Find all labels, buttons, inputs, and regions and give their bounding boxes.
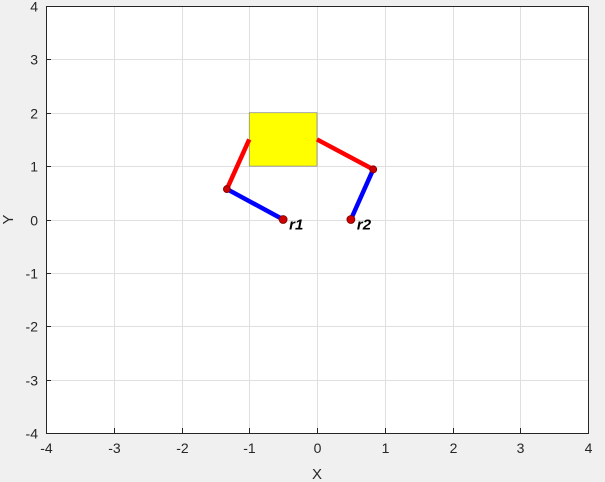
object-layer [248, 112, 318, 167]
x-tick-label: 3 [517, 440, 525, 456]
y-tick-label: 4 [30, 0, 38, 15]
y-tick-label: 1 [30, 159, 38, 175]
x-axis-label: X [312, 466, 322, 482]
axis-ticks: -4 -3 -2 -1 0 1 2 3 4 -4 -3 -2 -1 0 1 2 3 4 [26, 0, 593, 456]
object-square [248, 112, 318, 167]
x-tick-label: 4 [585, 440, 593, 456]
robot-layer: r1 r2 [222, 137, 378, 234]
robot-r1-link2 [224, 138, 252, 191]
robot-r1-label: r1 [289, 217, 303, 234]
robot-r2-link2 [315, 137, 375, 172]
robot-r1-elbow-joint [222, 185, 231, 193]
y-tick-label: 0 [30, 213, 38, 229]
y-tick-label: 2 [30, 106, 38, 122]
robot-r1-base-joint [278, 215, 288, 224]
y-tick-label: -4 [26, 426, 39, 442]
robot-r2-link1 [348, 168, 376, 221]
x-tick-label: -3 [108, 440, 121, 456]
y-tick-label: -2 [26, 319, 39, 335]
robot-r1: r1 [222, 138, 303, 234]
x-tick-label: -1 [243, 440, 256, 456]
x-tick-label: -2 [176, 440, 189, 456]
x-tick-label: 1 [382, 440, 390, 456]
robot-r2-base-joint [346, 215, 356, 224]
robot-r2-elbow-joint [369, 165, 378, 174]
y-tick-label: -3 [26, 373, 39, 389]
y-tick-label: 3 [30, 52, 38, 68]
robot-r1-link1 [225, 187, 285, 222]
robot-r2: r2 [315, 137, 378, 234]
x-tick-label: 0 [314, 440, 322, 456]
x-tick-label: -4 [40, 440, 53, 456]
robot-r2-label: r2 [357, 217, 372, 234]
grid [46, 6, 589, 434]
y-axis-label: Y [0, 214, 17, 224]
y-tick-label: -1 [26, 266, 39, 282]
x-tick-label: 2 [450, 440, 458, 456]
